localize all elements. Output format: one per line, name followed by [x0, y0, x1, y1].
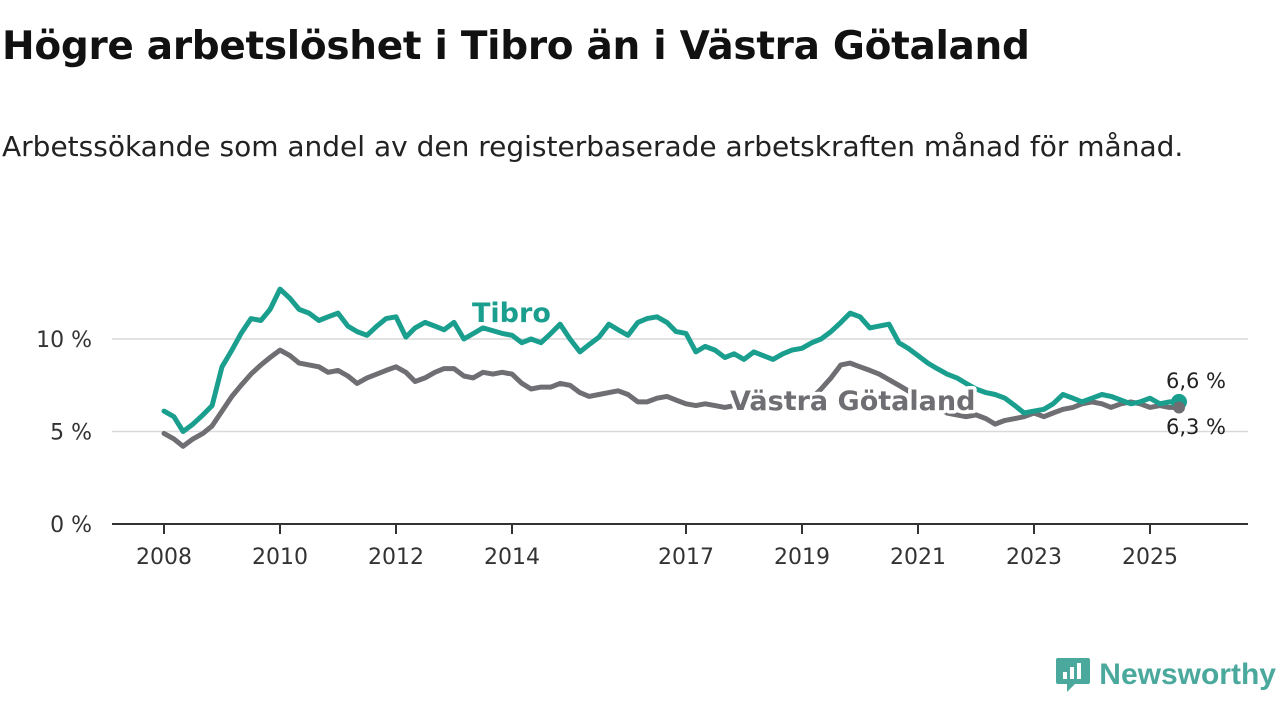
y-tick-label: 10 %: [36, 328, 92, 353]
x-axis: 2008 2010 2012 2014 2017 2019 2021 2023 2025: [112, 523, 1248, 570]
newsworthy-logo-icon: [1056, 658, 1091, 692]
series-lines: [161, 286, 1182, 449]
newsworthy-brand: Newsworthy: [1055, 656, 1276, 694]
x-tick-label: 2010: [252, 545, 308, 570]
x-tick-label: 2012: [368, 545, 424, 570]
end-value-label-vastra-gotaland: 6,3 %: [1166, 415, 1226, 439]
series-labels: Tibro Västra Götaland 6,6 % 6,3 %: [469, 295, 1227, 440]
x-tick-label: 2021: [890, 545, 946, 570]
y-tick-label: 5 %: [50, 421, 92, 446]
x-tick-label: 2017: [658, 545, 714, 570]
end-value-label-tibro: 6,6 %: [1166, 369, 1226, 393]
x-tick-label: 2014: [484, 545, 540, 570]
brand-name: Newsworthy: [1099, 658, 1276, 691]
x-tick-label: 2019: [774, 545, 830, 570]
y-tick-label: 0 %: [50, 513, 92, 538]
series-line-tibro: [161, 286, 1182, 434]
series-name-label: Tibro: [472, 298, 551, 329]
y-axis-ticks: 0 % 5 % 10 %: [36, 328, 92, 538]
chart-title: Högre arbetslöshet i Tibro än i Västra G…: [2, 24, 1030, 69]
series-line-v-stra-g-taland: [161, 347, 1182, 449]
end-point-vastra-gotaland: [1173, 401, 1185, 414]
x-tick-label: 2008: [136, 545, 192, 570]
x-tick-label: 2023: [1006, 545, 1062, 570]
series-name-label: Västra Götaland: [730, 386, 975, 417]
chart-subtitle: Arbetssökande som andel av den registerb…: [2, 130, 1184, 163]
gridlines: [112, 338, 1248, 433]
x-tick-label: 2025: [1122, 545, 1178, 570]
